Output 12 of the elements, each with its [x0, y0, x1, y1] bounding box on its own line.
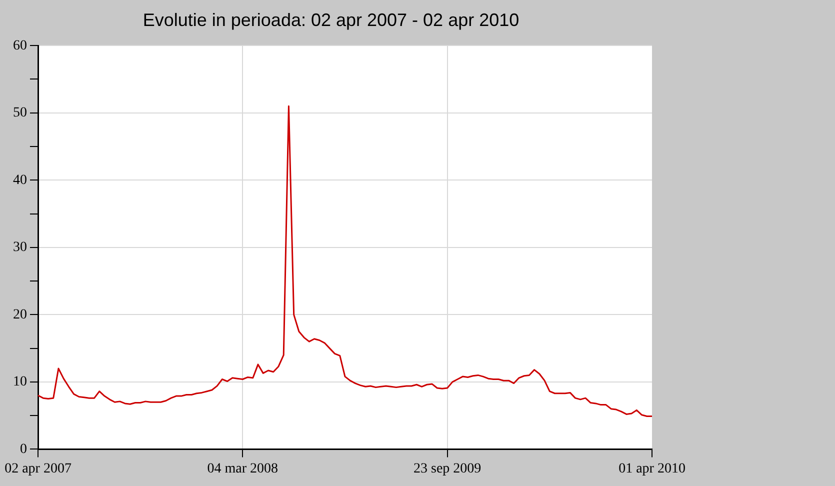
x-tick-label: 23 sep 2009 [413, 461, 482, 476]
x-tick-label: 01 apr 2010 [618, 461, 686, 476]
y-tick-label: 10 [13, 374, 27, 390]
y-tick-label: 40 [13, 172, 27, 188]
x-tick-label: 02 apr 2007 [4, 461, 72, 476]
y-tick-label: 30 [13, 240, 27, 256]
chart-title: Evolutie in perioada: 02 apr 2007 - 02 apr 2010 [142, 10, 520, 30]
y-tick-label: 0 [20, 442, 27, 457]
y-tick-label: 20 [13, 307, 27, 322]
y-tick-label: 50 [13, 106, 27, 121]
y-tick-label: 60 [13, 38, 27, 54]
x-tick-label: 04 mar 2008 [207, 461, 278, 476]
